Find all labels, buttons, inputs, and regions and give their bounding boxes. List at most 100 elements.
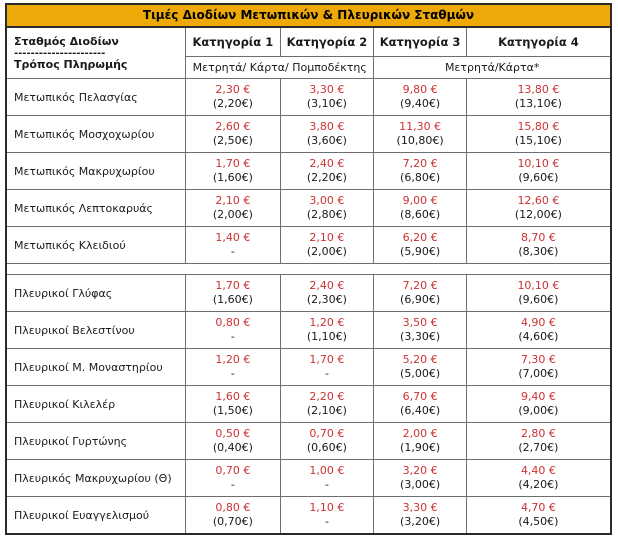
price-cell-category-1: 2,10 € (2,00€): [185, 189, 281, 227]
column-header-category-2: Κατηγορία 2: [279, 26, 375, 57]
price-discount: (2,20€): [212, 97, 253, 110]
price-cell-category-1: 0,70 € -: [185, 459, 281, 497]
price-discount: (7,00€): [518, 367, 559, 380]
price-discount: (2,80€): [306, 208, 347, 221]
price-cell-category-3: 9,80 € (9,40€): [373, 78, 467, 116]
table-row: Μετωπικός Λεπτοκαρυάς 2,10 € (2,00€) 3,00 €…: [5, 189, 612, 227]
price-main: 6,20 €: [402, 231, 438, 244]
price-discount: (1,60€): [212, 171, 253, 184]
price-cell-category-2: 2,10 € (2,00€): [279, 226, 375, 264]
price-discount: (2,30€): [306, 293, 347, 306]
price-cell-category-1: 2,30 € (2,20€): [185, 78, 281, 116]
price-discount: (2,50€): [212, 134, 253, 147]
price-main: 2,10 €: [215, 194, 251, 207]
price-cell-category-4: 4,40 € (4,20€): [465, 459, 612, 497]
price-cell-category-4: 10,10 € (9,60€): [465, 152, 612, 190]
price-cell-category-3: 6,20 € (5,90€): [373, 226, 467, 264]
station-name: Μετωπικός Κλειδιού: [5, 226, 187, 264]
price-discount: -: [230, 478, 235, 491]
price-main: 9,00 €: [402, 194, 438, 207]
price-main: 4,40 €: [520, 464, 556, 477]
station-name: Μετωπικός Μακρυχωρίου: [5, 152, 187, 190]
price-cell-category-3: 3,20 € (3,00€): [373, 459, 467, 497]
price-main: 2,10 €: [309, 231, 345, 244]
price-discount: (3,30€): [400, 330, 441, 343]
price-main: 8,70 €: [520, 231, 556, 244]
price-discount: (4,60€): [518, 330, 559, 343]
price-cell-category-4: 15,80 € (15,10€): [465, 115, 612, 153]
column-header-category-1: Κατηγορία 1: [185, 26, 281, 57]
price-discount: (5,00€): [400, 367, 441, 380]
payment-method-row: Μετρητά/ Κάρτα/ Πομποδέκτης Μετρητά/Κάρτ…: [6, 56, 612, 79]
price-main: 11,30 €: [399, 120, 442, 133]
price-main: 13,80 €: [517, 83, 560, 96]
table-row: Πλευρικοί Ευαγγελισμού 0,80 € (0,70€) 1,10 …: [5, 496, 612, 535]
price-cell-category-3: 11,30 € (10,80€): [373, 115, 467, 153]
price-main: 10,10 €: [517, 157, 560, 170]
price-discount: (6,40€): [400, 404, 441, 417]
price-cell-category-1: 1,20 € -: [185, 348, 281, 386]
price-discount: (13,10€): [514, 97, 562, 110]
price-main: 3,30 €: [309, 83, 345, 96]
price-cell-category-1: 0,80 € (0,70€): [185, 496, 281, 535]
price-cell-category-3: 9,00 € (8,60€): [373, 189, 467, 227]
price-main: 9,80 €: [402, 83, 438, 96]
price-discount: (8,30€): [518, 245, 559, 258]
column-header-category-4: Κατηγορία 4: [465, 26, 612, 57]
price-main: 1,20 €: [309, 316, 345, 329]
station-name: Πλευρικοί Ευαγγελισμού: [5, 496, 187, 535]
price-discount: (8,60€): [400, 208, 441, 221]
price-discount: -: [230, 367, 235, 380]
station-header-label: Σταθμός Διοδίων: [14, 34, 119, 48]
station-name: Πλευρικοί Γυρτώνης: [5, 422, 187, 460]
station-header-cell: Σταθμός Διοδίων ---------------------- Τ…: [5, 26, 187, 79]
price-discount: (5,90€): [400, 245, 441, 258]
price-discount: (9,00€): [518, 404, 559, 417]
price-main: 2,60 €: [215, 120, 251, 133]
payment-method-categories-1-2: Μετρητά/ Κάρτα/ Πομποδέκτης: [185, 56, 375, 79]
price-main: 7,20 €: [402, 157, 438, 170]
price-cell-category-4: 13,80 € (13,10€): [465, 78, 612, 116]
title-row: Τιμές Διοδίων Μετωπικών & Πλευρικών Σταθ…: [5, 3, 612, 28]
table-row: Πλευρικοί Μ. Μοναστηρίου 1,20 € -1,70 € -5,…: [5, 348, 612, 386]
price-cell-category-3: 6,70 € (6,40€): [373, 385, 467, 423]
price-discount: (12,00€): [514, 208, 562, 221]
price-main: 0,70 €: [309, 427, 345, 440]
price-cell-category-4: 9,40 € (9,00€): [465, 385, 612, 423]
price-discount: (9,40€): [400, 97, 441, 110]
price-cell-category-1: 1,60 € (1,50€): [185, 385, 281, 423]
price-discount: -: [230, 245, 235, 258]
price-main: 2,40 €: [309, 279, 345, 292]
price-discount: (2,00€): [212, 208, 253, 221]
price-cell-category-2: 2,40 € (2,20€): [279, 152, 375, 190]
price-main: 7,30 €: [520, 353, 556, 366]
price-main: 4,70 €: [520, 501, 556, 514]
price-main: 0,70 €: [215, 464, 251, 477]
price-main: 2,20 €: [309, 390, 345, 403]
price-main: 1,10 €: [309, 501, 345, 514]
price-main: 3,80 €: [309, 120, 345, 133]
station-name: Πλευρικοί Γλύφας: [5, 274, 187, 312]
table-row: Πλευρικοί Γλύφας 1,70 € (1,60€) 2,40 € (2,30…: [5, 274, 612, 312]
price-cell-category-4: 4,90 € (4,60€): [465, 311, 612, 349]
price-cell-category-2: 1,20 € (1,10€): [279, 311, 375, 349]
price-main: 3,20 €: [402, 464, 438, 477]
price-cell-category-1: 2,60 € (2,50€): [185, 115, 281, 153]
price-discount: -: [230, 330, 235, 343]
price-main: 6,70 €: [402, 390, 438, 403]
station-name: Πλευρικοί Βελεστίνου: [5, 311, 187, 349]
price-cell-category-1: 0,50 € (0,40€): [185, 422, 281, 460]
price-main: 2,00 €: [402, 427, 438, 440]
price-cell-category-4: 7,30 € (7,00€): [465, 348, 612, 386]
table-row: Πλευρικοί Βελεστίνου 0,80 € -1,20 € (1,10€)…: [5, 311, 612, 349]
toll-table-body: Μετωπικός Πελασγίας 2,30 € (2,20€) 3,30 € (3…: [5, 78, 612, 535]
price-cell-category-2: 1,10 € -: [279, 496, 375, 535]
price-discount: -: [324, 478, 329, 491]
price-discount: (0,40€): [212, 441, 253, 454]
price-discount: (1,10€): [306, 330, 347, 343]
price-discount: (1,90€): [400, 441, 441, 454]
price-discount: (3,00€): [400, 478, 441, 491]
payment-method-categories-3-4: Μετρητά/Κάρτα*: [373, 56, 612, 79]
price-discount: (2,20€): [306, 171, 347, 184]
price-cell-category-1: 1,70 € (1,60€): [185, 152, 281, 190]
